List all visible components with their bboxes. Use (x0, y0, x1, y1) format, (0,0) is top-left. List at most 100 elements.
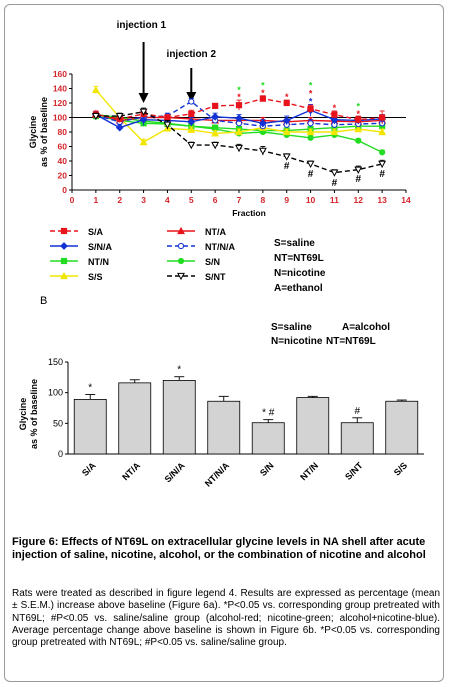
a-point-s-nt (187, 141, 196, 150)
a-legend-label: S/N (205, 257, 220, 267)
a-point-s-nt (258, 147, 267, 155)
b-abbrev-3: N=nicotine (271, 336, 323, 347)
b-bar-s-a (73, 399, 107, 455)
a-point-s-n-a (258, 119, 267, 128)
a-annotation-2: injection 2 (167, 49, 217, 60)
a-star-mark: * (309, 89, 313, 99)
a-x-tick-label: 1 (93, 195, 98, 205)
a-injection-arrow-head (186, 92, 197, 102)
b-abbrev-4: NT=NT69L (326, 336, 376, 347)
b-sig-mark: * (177, 365, 181, 376)
a-abbrev-1: S=saline (274, 238, 315, 249)
a-legend-marker (60, 242, 68, 250)
a-legend-entry-s-nt: S/NT (167, 272, 226, 282)
a-point-s-s (211, 129, 220, 137)
a-x-tick-label: 8 (260, 195, 265, 205)
a-hash-mark: # (332, 178, 338, 189)
b-y-tick-label: 0 (58, 449, 63, 459)
a-point-s-s (330, 127, 339, 136)
a-point-s-s (354, 124, 363, 133)
a-legend-label: NT/N/A (205, 242, 235, 252)
b-bar-s-n-a (162, 379, 196, 455)
a-point-s-a (355, 116, 362, 123)
figure-caption: Figure 6: Effects of NT69L on extracellu… (12, 536, 426, 561)
a-y-axis-label: Glycineas % of baseline (28, 97, 49, 167)
a-point-s-nt (330, 169, 339, 177)
a-y-tick-label: 0 (62, 185, 67, 195)
a-point-s-a (307, 105, 314, 112)
a-y-tick-label: 100 (53, 113, 67, 123)
a-legend-entry-s-n-a: S/N/A (50, 242, 113, 252)
a-star-mark: * (309, 97, 313, 107)
b-category-label: S/A (80, 460, 98, 478)
a-point-s-a (212, 102, 219, 110)
a-point-s-nt (115, 112, 124, 121)
a-point-nt-n-a (188, 98, 195, 105)
a-point-s-s (187, 125, 196, 133)
a-point-s-nt (354, 166, 363, 174)
a-x-tick-label: 5 (189, 195, 194, 205)
a-x-tick-label: 11 (330, 195, 339, 205)
a-abbrev-4: A=ethanol (274, 283, 323, 294)
a-x-tick-label: 7 (237, 195, 242, 205)
a-point-s-n-a (330, 115, 339, 124)
a-y-tick-label: 160 (53, 69, 67, 79)
a-point-s-n (355, 137, 362, 144)
b-y-tick-label: 150 (48, 357, 63, 367)
a-legend-marker (177, 257, 185, 265)
a-y-tick-label: 20 (58, 171, 68, 181)
b-category-label: NT/N/A (203, 460, 232, 489)
a-point-s-a (188, 110, 195, 117)
a-hash-mark: # (284, 161, 290, 172)
a-legend-entry-s-s: S/S (50, 271, 103, 282)
a-star-mark: * (237, 92, 241, 102)
a-injection-arrow-head (138, 93, 149, 103)
b-bar-s-s (385, 400, 419, 455)
a-y-tick-label: 140 (53, 84, 67, 94)
a-point-s-s (139, 138, 148, 146)
a-legend-entry-nt-a: NT/A (167, 226, 226, 237)
b-y-axis-label: Glycineas % of baseline (18, 379, 39, 449)
a-star-mark: * (333, 103, 337, 113)
a-x-tick-label: 12 (354, 195, 364, 205)
a-legend-entry-s-n: S/N (167, 257, 220, 267)
a-abbrev-3: N=nicotine (274, 268, 326, 279)
a-point-s-n-a (211, 112, 220, 121)
a-legend-marker (177, 242, 185, 250)
a-point-s-a (235, 102, 243, 109)
a-x-tick-label: 9 (284, 195, 289, 205)
a-point-s-s (306, 127, 315, 136)
a-star-mark: * (309, 81, 313, 91)
a-point-s-n-a (139, 115, 148, 124)
b-y-tick-label: 100 (48, 388, 63, 398)
a-legend-entry-nt-n: NT/N (50, 257, 109, 267)
figure-description: Rats were treated as described in figure… (12, 588, 440, 649)
b-y-axis-label-line: as % of baseline (29, 379, 39, 449)
b-abbrev-2: A=alcohol (342, 322, 390, 333)
a-legend-entry-nt-n-a: NT/N/A (167, 242, 235, 252)
a-point-s-nt (163, 121, 172, 129)
a-legend-label: NT/N (88, 257, 109, 267)
a-point-s-nt (378, 160, 387, 169)
a-abbrev-2: NT=NT69L (274, 253, 324, 264)
a-point-nt-n-a (307, 120, 314, 127)
a-star-mark: * (285, 92, 289, 102)
a-legend-label: NT/A (205, 227, 226, 237)
a-x-tick-label: 14 (401, 195, 411, 205)
a-point-s-a (379, 114, 386, 121)
b-category-label: S/N (258, 460, 276, 478)
a-point-s-nt (211, 141, 220, 150)
b-category-label: S/S (392, 460, 409, 477)
a-point-s-n (307, 134, 314, 141)
a-point-s-n-a (282, 116, 291, 125)
a-point-s-a (331, 111, 338, 118)
a-point-s-n-a (235, 114, 243, 123)
a-point-s-a (164, 114, 171, 121)
a-y-axis-label-line: Glycine (28, 116, 38, 149)
a-point-s-nt (91, 112, 100, 121)
b-bar-s-nt (340, 422, 374, 455)
b-category-label: NT/A (120, 460, 142, 482)
a-point-s-nt (282, 153, 291, 161)
a-x-tick-label: 3 (141, 195, 146, 205)
a-star-mark: * (357, 109, 361, 119)
